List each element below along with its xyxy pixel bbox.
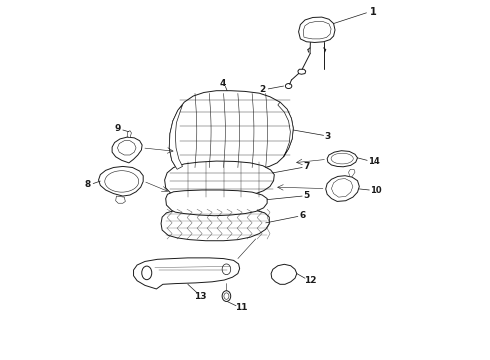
Polygon shape	[298, 17, 335, 42]
Text: 12: 12	[304, 275, 316, 284]
Ellipse shape	[224, 293, 229, 299]
Text: 3: 3	[325, 132, 331, 141]
Polygon shape	[271, 264, 297, 284]
Text: 4: 4	[220, 79, 226, 88]
Polygon shape	[166, 190, 267, 216]
Polygon shape	[348, 169, 355, 176]
Text: 1: 1	[370, 7, 377, 17]
Polygon shape	[118, 141, 136, 155]
Ellipse shape	[222, 264, 231, 275]
Polygon shape	[326, 176, 359, 202]
Text: 14: 14	[368, 157, 379, 166]
Ellipse shape	[105, 171, 139, 192]
Polygon shape	[303, 21, 331, 39]
Text: 5: 5	[303, 190, 310, 199]
Polygon shape	[298, 69, 306, 74]
Polygon shape	[165, 161, 274, 198]
Ellipse shape	[142, 266, 152, 280]
Polygon shape	[327, 151, 358, 167]
Text: 9: 9	[115, 125, 122, 134]
Ellipse shape	[285, 84, 292, 89]
Ellipse shape	[331, 153, 353, 164]
Polygon shape	[127, 131, 131, 138]
Text: 8: 8	[85, 180, 91, 189]
Polygon shape	[161, 208, 270, 241]
Text: 11: 11	[235, 303, 247, 312]
Polygon shape	[116, 196, 125, 203]
Polygon shape	[278, 102, 293, 157]
Ellipse shape	[222, 291, 231, 301]
Polygon shape	[331, 179, 353, 197]
Text: 2: 2	[260, 85, 266, 94]
Text: 13: 13	[194, 292, 207, 301]
Polygon shape	[169, 105, 182, 169]
Polygon shape	[112, 137, 142, 163]
Text: 6: 6	[299, 211, 305, 220]
Text: 10: 10	[370, 186, 382, 195]
Text: 7: 7	[303, 162, 310, 171]
Polygon shape	[98, 166, 143, 196]
Polygon shape	[169, 91, 293, 171]
Polygon shape	[134, 258, 240, 289]
